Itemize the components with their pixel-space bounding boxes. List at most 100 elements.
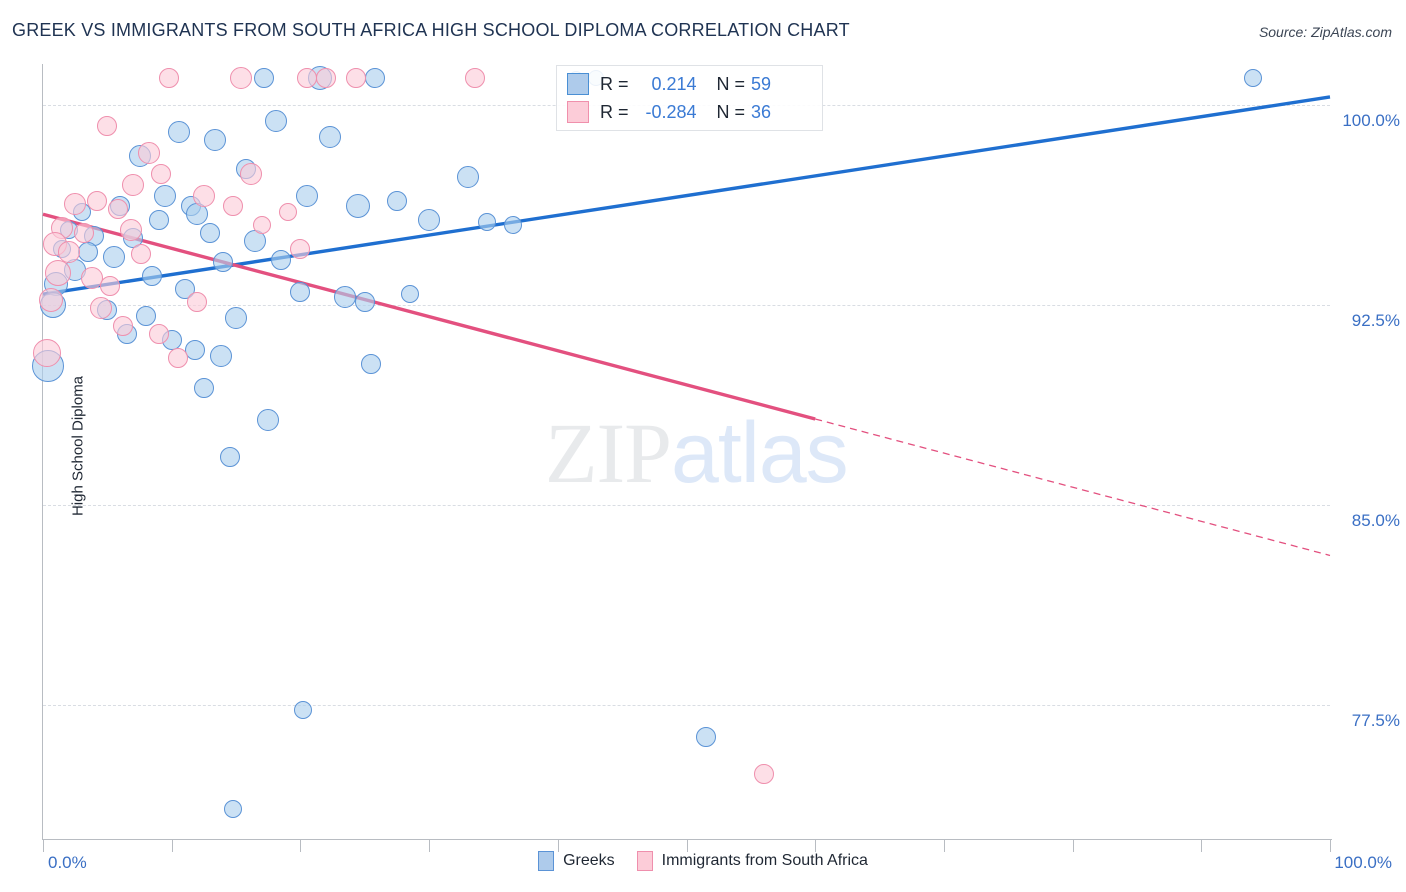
scatter-point[interactable]	[137, 141, 160, 164]
scatter-point[interactable]	[187, 292, 208, 313]
scatter-point[interactable]	[400, 285, 419, 304]
stats-legend-row-greeks: R = 0.214 N = 59	[567, 71, 771, 97]
y-tick-label: 92.5%	[1351, 310, 1400, 330]
stats-legend: R = 0.214 N = 59 R = -0.284 N = 36	[556, 65, 823, 131]
gridline	[43, 304, 1330, 306]
trendline-solid	[42, 95, 1331, 296]
scatter-point[interactable]	[119, 219, 142, 242]
legend-n-value-pink: 36	[751, 101, 772, 122]
scatter-point[interactable]	[130, 244, 151, 265]
scatter-point[interactable]	[230, 67, 253, 90]
scatter-point[interactable]	[87, 190, 108, 211]
scatter-point[interactable]	[345, 68, 366, 89]
scatter-point[interactable]	[319, 125, 341, 148]
scatter-point[interactable]	[386, 190, 407, 211]
scatter-point[interactable]	[168, 120, 191, 143]
scatter-point[interactable]	[97, 116, 118, 137]
scatter-point[interactable]	[252, 215, 271, 234]
scatter-point[interactable]	[89, 296, 112, 319]
scatter-point[interactable]	[278, 202, 297, 221]
legend-n-label-blue: N =	[716, 73, 746, 94]
scatter-point[interactable]	[225, 307, 248, 330]
series-legend: Greeks Immigrants from South Africa	[0, 851, 1406, 871]
legend-item-immigrants[interactable]: Immigrants from South Africa	[636, 851, 868, 871]
scatter-point[interactable]	[64, 192, 87, 215]
gridline	[43, 704, 1330, 706]
y-tick-label: 77.5%	[1351, 710, 1400, 730]
scatter-point[interactable]	[1243, 69, 1262, 88]
scatter-point[interactable]	[293, 701, 312, 720]
legend-label-greeks: Greeks	[563, 852, 615, 869]
scatter-point[interactable]	[271, 249, 292, 270]
scatter-point[interactable]	[148, 209, 169, 230]
scatter-point[interactable]	[346, 194, 371, 219]
scatter-point[interactable]	[456, 165, 479, 188]
x-tick-mark	[1330, 839, 1331, 852]
x-tick-mark	[300, 839, 302, 852]
scatter-point[interactable]	[695, 726, 716, 747]
x-tick-mark	[1072, 839, 1074, 852]
legend-color-blue-icon	[538, 851, 555, 871]
scatter-point[interactable]	[240, 163, 263, 186]
scatter-point[interactable]	[264, 109, 287, 132]
source-attribution: Source: ZipAtlas.com	[1258, 24, 1392, 40]
gridline	[43, 504, 1330, 506]
scatter-point[interactable]	[78, 241, 99, 262]
scatter-point[interactable]	[316, 68, 337, 89]
legend-n-label-pink: N =	[716, 101, 746, 122]
scatter-point[interactable]	[200, 222, 221, 243]
scatter-point[interactable]	[99, 276, 120, 297]
scatter-point[interactable]	[74, 222, 95, 243]
scatter-point[interactable]	[38, 287, 63, 312]
scatter-point[interactable]	[209, 344, 232, 367]
scatter-point[interactable]	[354, 292, 375, 313]
scatter-point[interactable]	[254, 68, 275, 89]
scatter-point[interactable]	[290, 281, 311, 302]
x-tick-mark	[43, 839, 44, 852]
legend-label-immigrants: Immigrants from South Africa	[661, 852, 868, 869]
scatter-point[interactable]	[219, 446, 240, 467]
scatter-point[interactable]	[361, 353, 382, 374]
scatter-point[interactable]	[148, 324, 169, 345]
scatter-point[interactable]	[159, 68, 180, 89]
scatter-point[interactable]	[213, 252, 234, 273]
x-tick-mark	[429, 839, 431, 852]
scatter-point[interactable]	[184, 340, 205, 361]
legend-n-value-blue: 59	[751, 73, 772, 94]
scatter-point[interactable]	[122, 173, 145, 196]
scatter-point[interactable]	[503, 215, 522, 234]
scatter-point[interactable]	[142, 265, 163, 286]
scatter-point[interactable]	[168, 348, 189, 369]
scatter-point[interactable]	[102, 245, 125, 268]
legend-r-value-pink: -0.284	[645, 101, 697, 122]
scatter-point[interactable]	[193, 377, 214, 398]
scatter-point[interactable]	[112, 316, 133, 337]
y-tick-label: 100.0%	[1342, 110, 1400, 130]
scatter-point[interactable]	[204, 128, 227, 151]
scatter-point[interactable]	[478, 213, 496, 232]
legend-item-greeks[interactable]: Greeks	[538, 851, 615, 871]
legend-swatch-pink	[567, 101, 589, 123]
scatter-point[interactable]	[151, 164, 172, 185]
scatter-point[interactable]	[223, 196, 244, 217]
legend-swatch-blue	[567, 73, 589, 95]
scatter-point[interactable]	[154, 184, 177, 207]
scatter-point[interactable]	[192, 184, 215, 207]
legend-r-value-blue: 0.214	[651, 73, 697, 94]
scatter-point[interactable]	[295, 184, 318, 207]
scatter-point[interactable]	[57, 240, 80, 263]
scatter-point[interactable]	[32, 338, 61, 367]
scatter-point[interactable]	[290, 238, 311, 259]
scatter-point[interactable]	[465, 68, 486, 89]
legend-color-pink-icon	[636, 851, 653, 871]
x-tick-mark	[171, 839, 173, 852]
scatter-point[interactable]	[135, 305, 156, 326]
y-tick-label: 85.0%	[1351, 510, 1400, 530]
scatter-point[interactable]	[753, 764, 774, 785]
scatter-point[interactable]	[257, 408, 280, 431]
scatter-point[interactable]	[224, 799, 243, 818]
scatter-point[interactable]	[45, 259, 72, 286]
scatter-point[interactable]	[418, 208, 441, 231]
scatter-point[interactable]	[107, 198, 128, 219]
